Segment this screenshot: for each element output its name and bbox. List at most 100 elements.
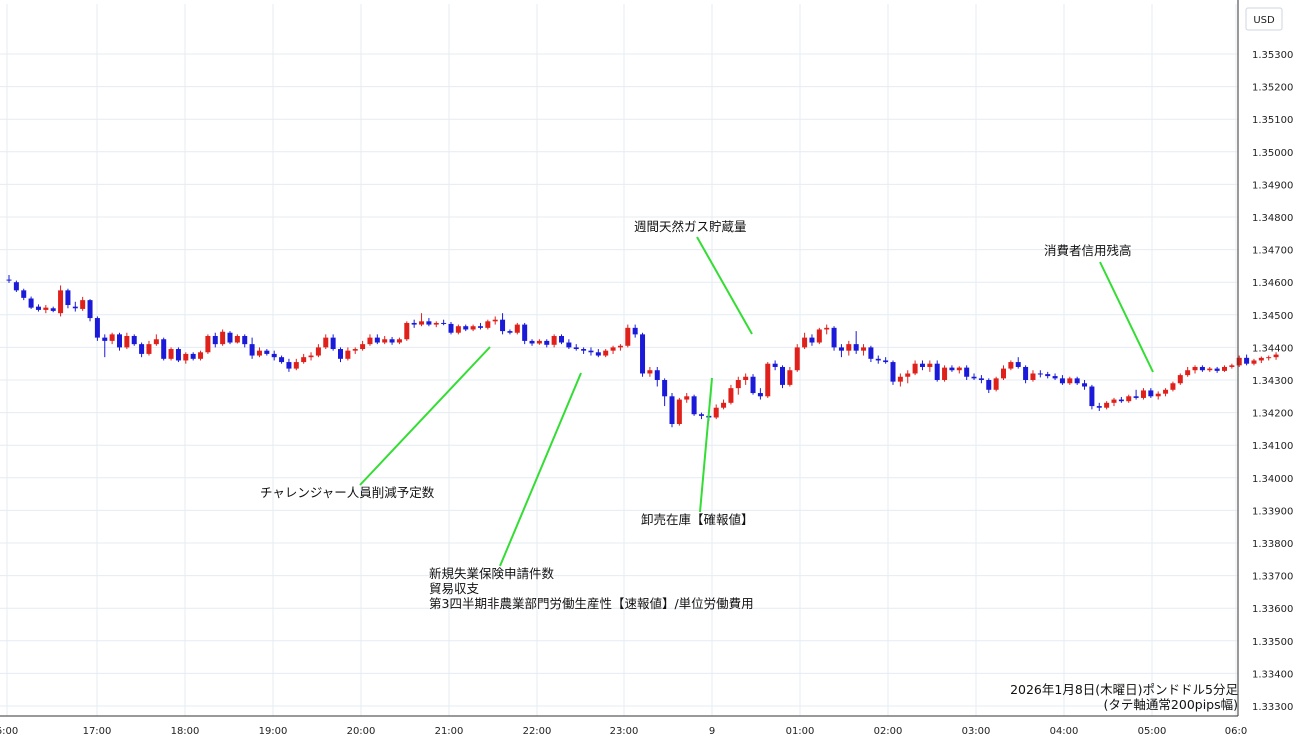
candle-body bbox=[102, 337, 108, 341]
candle bbox=[654, 366, 660, 387]
candle-body bbox=[853, 344, 859, 351]
candle-body bbox=[676, 399, 682, 425]
candle-body bbox=[1104, 402, 1110, 408]
candle bbox=[1015, 357, 1021, 369]
candle-body bbox=[1008, 362, 1014, 369]
candles bbox=[6, 275, 1279, 428]
event-annotation: 新規失業保険申請件数貿易収支第3四半期非農業部門労働生産性【速報値】/単位労働費… bbox=[429, 372, 754, 611]
candle bbox=[1089, 384, 1095, 410]
x-tick-label: 05:00 bbox=[1138, 726, 1167, 737]
x-tick-label: 03:00 bbox=[962, 726, 991, 737]
candle-body bbox=[1052, 376, 1058, 379]
candle bbox=[352, 347, 358, 354]
candle-body bbox=[1082, 383, 1088, 387]
candle-body bbox=[256, 350, 262, 356]
annotation-leader-line bbox=[696, 236, 753, 335]
candle bbox=[684, 393, 690, 403]
candle bbox=[544, 339, 550, 348]
candle-body bbox=[802, 337, 808, 348]
candle-body bbox=[662, 380, 668, 397]
y-tick-label: 1.35300 bbox=[1252, 50, 1293, 61]
candle bbox=[507, 329, 513, 335]
candle-body bbox=[264, 350, 270, 354]
candle-body bbox=[507, 331, 513, 333]
candle bbox=[1074, 376, 1080, 385]
candle-body bbox=[1133, 396, 1139, 398]
candle-body bbox=[161, 339, 167, 359]
candle bbox=[735, 376, 741, 395]
candle bbox=[875, 355, 881, 364]
x-tick-label: 22:00 bbox=[523, 726, 552, 737]
annotation-text: 卸売在庫【確報値】 bbox=[641, 512, 754, 527]
candle bbox=[897, 373, 903, 387]
candle bbox=[28, 296, 34, 309]
candle bbox=[676, 397, 682, 426]
candle bbox=[993, 376, 999, 392]
candle bbox=[146, 340, 152, 356]
candle-body bbox=[838, 347, 844, 351]
candle bbox=[551, 334, 557, 348]
candle-body bbox=[477, 326, 483, 328]
candle bbox=[117, 332, 122, 351]
candle bbox=[868, 345, 874, 363]
candle bbox=[1148, 388, 1154, 398]
candle-body bbox=[1030, 373, 1036, 380]
candle bbox=[662, 378, 668, 407]
candle-body bbox=[617, 345, 623, 348]
event-annotation: チャレンジャー人員削減予定数 bbox=[260, 346, 491, 500]
candle bbox=[323, 334, 329, 350]
candle bbox=[588, 347, 594, 356]
candle bbox=[1229, 363, 1235, 369]
candle-body bbox=[993, 378, 999, 390]
x-tick-label: 02:00 bbox=[874, 726, 903, 737]
candle bbox=[787, 366, 793, 387]
candle bbox=[139, 342, 145, 358]
candle bbox=[242, 334, 248, 348]
candle bbox=[1258, 356, 1264, 364]
candle-body bbox=[743, 376, 749, 380]
candle-body bbox=[441, 322, 447, 324]
candle bbox=[492, 316, 498, 325]
x-tick-label: 04:00 bbox=[1050, 726, 1079, 737]
candle bbox=[153, 334, 159, 346]
candle-body bbox=[21, 290, 27, 298]
candle-body bbox=[227, 332, 233, 343]
candle-body bbox=[956, 367, 962, 371]
candle-body bbox=[728, 388, 734, 403]
candle-body bbox=[698, 414, 704, 416]
candle bbox=[1052, 373, 1058, 380]
candle-body bbox=[544, 340, 550, 345]
candle bbox=[1214, 366, 1220, 373]
candle-body bbox=[1067, 378, 1073, 384]
candle-body bbox=[529, 340, 535, 344]
candle bbox=[360, 340, 366, 351]
candle bbox=[559, 334, 564, 345]
candle-body bbox=[780, 366, 785, 385]
candle-body bbox=[566, 342, 572, 348]
candle-body bbox=[971, 376, 977, 379]
candle-body bbox=[883, 360, 889, 363]
candle-body bbox=[1140, 390, 1146, 398]
candle-body bbox=[890, 362, 896, 382]
event-annotation: 週間天然ガス貯蔵量 bbox=[634, 219, 753, 335]
candle-body bbox=[146, 344, 152, 354]
candle bbox=[43, 305, 49, 314]
candle bbox=[426, 318, 432, 327]
candle bbox=[500, 313, 506, 335]
candle bbox=[1082, 380, 1088, 390]
candle bbox=[382, 335, 388, 345]
candle-body bbox=[153, 339, 159, 345]
candle-body bbox=[772, 363, 778, 367]
candle bbox=[1037, 370, 1043, 378]
candle-body bbox=[1192, 366, 1198, 371]
candle bbox=[338, 347, 343, 363]
y-tick-label: 1.34200 bbox=[1252, 409, 1293, 420]
candle-body bbox=[949, 367, 955, 371]
candle-body bbox=[632, 327, 638, 335]
candle-body bbox=[485, 321, 491, 328]
candle bbox=[883, 357, 889, 364]
candle bbox=[80, 296, 86, 311]
candle-body bbox=[124, 335, 130, 348]
candle-body bbox=[13, 282, 19, 291]
candle bbox=[131, 334, 137, 346]
